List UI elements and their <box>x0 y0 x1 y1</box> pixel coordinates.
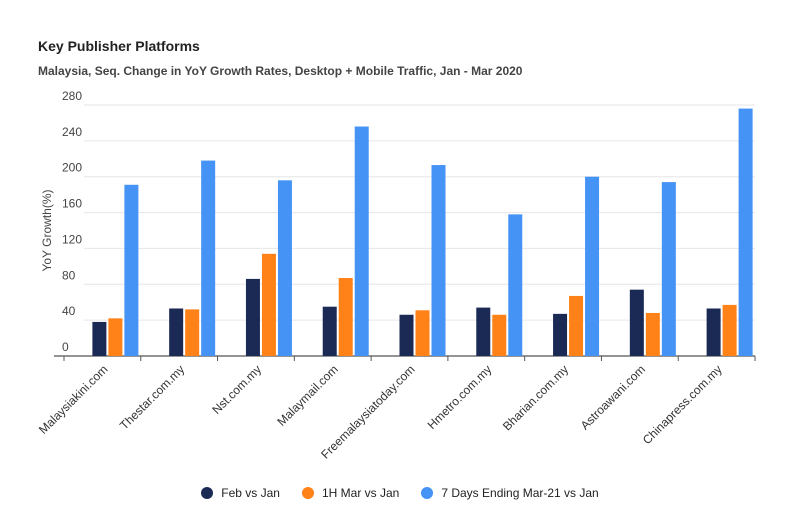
x-tick-label: Thestar.com.my <box>117 362 187 432</box>
x-tick-label: Hmetro.com.my <box>425 362 495 432</box>
y-tick-label: 120 <box>62 232 82 246</box>
bar-1h-mar-vs-jan <box>415 310 430 356</box>
bar-7-days-ending-mar-21-vs-jan <box>124 184 139 356</box>
legend-label: 7 Days Ending Mar-21 vs Jan <box>441 486 599 500</box>
bar-7-days-ending-mar-21-vs-jan <box>738 108 753 356</box>
x-tick-label: Malaymail.com <box>274 362 340 428</box>
legend-label: 1H Mar vs Jan <box>321 486 400 500</box>
bar-feb-vs-jan <box>399 314 414 356</box>
bar-7-days-ending-mar-21-vs-jan <box>354 126 369 356</box>
bar-7-days-ending-mar-21-vs-jan <box>277 180 292 356</box>
bar-feb-vs-jan <box>169 308 184 356</box>
bar-1h-mar-vs-jan <box>185 309 200 356</box>
chart-title: Key Publisher Platforms <box>38 38 200 54</box>
x-tick-label: Nst.com.my <box>209 362 264 417</box>
legend-marker-icon <box>421 487 434 499</box>
bar-1h-mar-vs-jan <box>261 253 276 356</box>
bar-7-days-ending-mar-21-vs-jan <box>661 182 676 356</box>
y-tick-label: 200 <box>62 161 82 175</box>
y-tick-label: 0 <box>62 340 69 354</box>
legend-item: Feb vs Jan <box>201 486 280 500</box>
x-tick-label: Chinapress.com.my <box>640 362 725 447</box>
bar-1h-mar-vs-jan <box>722 304 737 356</box>
bar-1h-mar-vs-jan <box>338 278 353 356</box>
bar-7-days-ending-mar-21-vs-jan <box>431 165 446 356</box>
y-axis-label: YoY Growth(%) <box>40 189 54 271</box>
bar-1h-mar-vs-jan <box>492 314 507 356</box>
chart-subtitle: Malaysia, Seq. Change in YoY Growth Rate… <box>38 64 523 78</box>
y-tick-label: 40 <box>62 304 76 318</box>
bar-feb-vs-jan <box>553 313 568 356</box>
bar-feb-vs-jan <box>476 307 491 356</box>
y-tick-label: 240 <box>62 125 82 139</box>
legend-item: 1H Mar vs Jan <box>301 486 400 500</box>
bar-feb-vs-jan <box>706 308 721 356</box>
y-tick-label: 160 <box>62 197 82 211</box>
bar-7-days-ending-mar-21-vs-jan <box>585 176 600 356</box>
bar-feb-vs-jan <box>92 321 107 356</box>
y-tick-label: 80 <box>62 268 76 282</box>
y-tick-label: 280 <box>62 89 82 103</box>
legend-marker-icon <box>201 487 214 499</box>
legend-marker-icon <box>301 487 314 499</box>
x-tick-label: Astroawani.com <box>578 362 648 432</box>
bar-feb-vs-jan <box>322 306 337 356</box>
bar-feb-vs-jan <box>245 278 260 356</box>
bar-7-days-ending-mar-21-vs-jan <box>508 214 523 356</box>
x-tick-label: Malaysiakini.com <box>36 362 111 437</box>
legend-label: Feb vs Jan <box>221 486 280 500</box>
legend: Feb vs Jan 1H Mar vs Jan 7 Days Ending Mar… <box>0 486 800 500</box>
bar-1h-mar-vs-jan <box>569 295 584 356</box>
bar-7-days-ending-mar-21-vs-jan <box>201 160 216 356</box>
bar-1h-mar-vs-jan <box>108 318 123 356</box>
legend-item: 7 Days Ending Mar-21 vs Jan <box>421 486 599 500</box>
bar-feb-vs-jan <box>629 289 644 356</box>
bar-1h-mar-vs-jan <box>645 312 660 356</box>
x-tick-label: Bharian.com.my <box>500 362 571 433</box>
